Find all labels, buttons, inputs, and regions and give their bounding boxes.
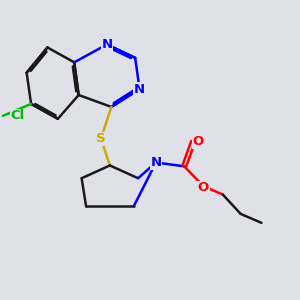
Text: O: O	[198, 181, 209, 194]
Text: O: O	[193, 135, 204, 148]
Text: N: N	[101, 38, 112, 51]
Text: N: N	[134, 82, 145, 96]
Text: N: N	[150, 156, 161, 169]
Text: Cl: Cl	[10, 109, 25, 122]
Text: S: S	[96, 132, 106, 145]
